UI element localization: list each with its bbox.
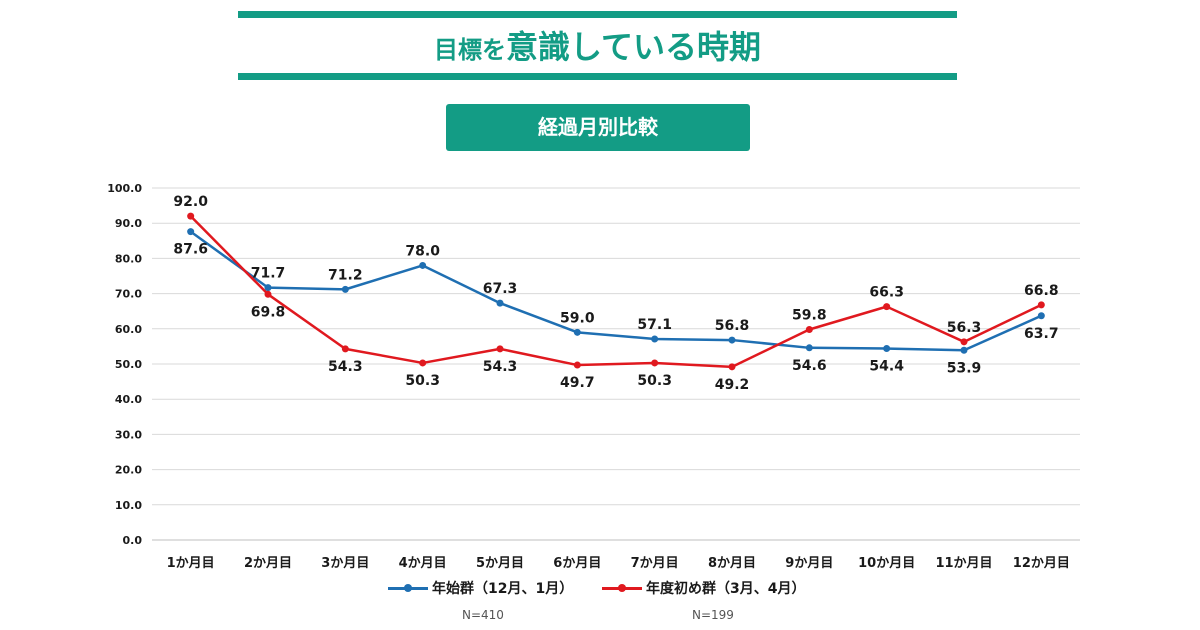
x-tick-label: 5か月目 <box>476 556 524 571</box>
data-label: 56.3 <box>947 320 982 336</box>
x-tick-label: 6か月目 <box>553 556 601 571</box>
data-point <box>728 336 736 344</box>
data-point <box>573 328 581 336</box>
y-tick-label: 40.0 <box>115 393 142 406</box>
y-tick-label: 50.0 <box>115 358 142 371</box>
data-point <box>805 344 813 352</box>
data-label: 50.3 <box>405 373 440 389</box>
data-label: 56.8 <box>715 318 750 334</box>
data-label: 87.6 <box>173 242 208 258</box>
x-tick-label: 11か月目 <box>935 556 992 571</box>
data-label: 57.1 <box>637 317 672 333</box>
data-point <box>883 345 891 353</box>
x-tick-label: 8か月目 <box>708 556 756 571</box>
data-label: 49.7 <box>560 375 595 391</box>
data-label: 78.0 <box>405 243 440 259</box>
data-label: 54.3 <box>483 359 518 375</box>
y-tick-label: 20.0 <box>115 464 142 477</box>
data-label: 92.0 <box>173 194 208 210</box>
x-tick-label: 12か月目 <box>1013 556 1070 571</box>
y-tick-label: 80.0 <box>115 252 142 265</box>
data-label: 53.9 <box>947 360 982 376</box>
y-tick-label: 30.0 <box>115 428 142 441</box>
data-point <box>960 346 968 354</box>
y-tick-label: 10.0 <box>115 499 142 512</box>
sample-size-red: N=199 <box>692 608 734 622</box>
data-label: 50.3 <box>637 373 672 389</box>
y-tick-label: 70.0 <box>115 288 142 301</box>
title-prefix: 目標を <box>433 36 506 64</box>
page-title: 目標を意識している時期 <box>238 22 957 70</box>
data-point <box>341 345 349 353</box>
data-label: 63.7 <box>1024 326 1059 342</box>
data-point <box>728 363 736 371</box>
data-point <box>496 299 504 307</box>
y-tick-label: 0.0 <box>123 534 143 547</box>
data-label: 67.3 <box>483 281 518 297</box>
data-point <box>187 212 195 220</box>
data-point <box>805 326 813 334</box>
x-tick-label: 1か月目 <box>167 556 215 571</box>
y-tick-label: 90.0 <box>115 217 142 230</box>
data-label: 59.8 <box>792 308 827 324</box>
chart-subtitle-badge: 経過月別比較 <box>446 104 750 151</box>
legend-swatch-blue <box>388 581 428 595</box>
data-point <box>419 261 427 269</box>
title-top-rule <box>238 11 957 18</box>
data-label: 54.3 <box>328 359 363 375</box>
data-label: 66.3 <box>869 285 904 301</box>
data-point <box>573 361 581 369</box>
chart-legend: 年始群（12月、1月） 年度初め群（3月、4月） <box>0 578 1200 602</box>
legend-label-blue: 年始群（12月、1月） <box>432 581 574 597</box>
series-line-0 <box>189 230 1042 352</box>
data-label: 49.2 <box>715 377 750 393</box>
y-tick-label: 100.0 <box>107 182 142 195</box>
data-point <box>187 228 195 236</box>
y-tick-label: 60.0 <box>115 323 142 336</box>
data-point <box>651 359 659 367</box>
title-main: 意識している時期 <box>505 28 762 66</box>
x-tick-label: 3か月目 <box>321 556 369 571</box>
data-point <box>341 285 349 293</box>
data-point <box>651 335 659 343</box>
data-label: 69.8 <box>251 304 286 320</box>
data-label: 59.0 <box>560 310 595 326</box>
sample-size-blue: N=410 <box>462 608 504 622</box>
x-tick-label: 7か月目 <box>631 556 679 571</box>
data-point <box>960 338 968 346</box>
x-tick-label: 9か月目 <box>785 556 833 571</box>
data-label: 66.8 <box>1024 283 1059 299</box>
data-label: 54.6 <box>792 358 827 374</box>
data-label: 71.7 <box>251 266 286 282</box>
data-label: 71.2 <box>328 267 363 283</box>
data-label: 54.4 <box>869 359 904 375</box>
legend-label-red: 年度初め群（3月、4月） <box>646 581 806 597</box>
data-point <box>264 290 272 298</box>
x-tick-label: 2か月目 <box>244 556 292 571</box>
data-point <box>1037 312 1045 320</box>
x-tick-label: 4か月目 <box>399 556 447 571</box>
data-point <box>419 359 427 367</box>
data-point <box>883 303 891 311</box>
data-point <box>1037 301 1045 309</box>
legend-item-blue: 年始群（12月、1月） <box>388 578 573 598</box>
data-point <box>496 345 504 353</box>
data-point <box>264 284 272 292</box>
legend-item-red: 年度初め群（3月、4月） <box>602 578 805 598</box>
title-bottom-rule <box>238 73 957 80</box>
series-line-1 <box>189 215 1042 369</box>
legend-swatch-red <box>602 581 642 595</box>
x-tick-label: 10か月目 <box>858 556 915 571</box>
